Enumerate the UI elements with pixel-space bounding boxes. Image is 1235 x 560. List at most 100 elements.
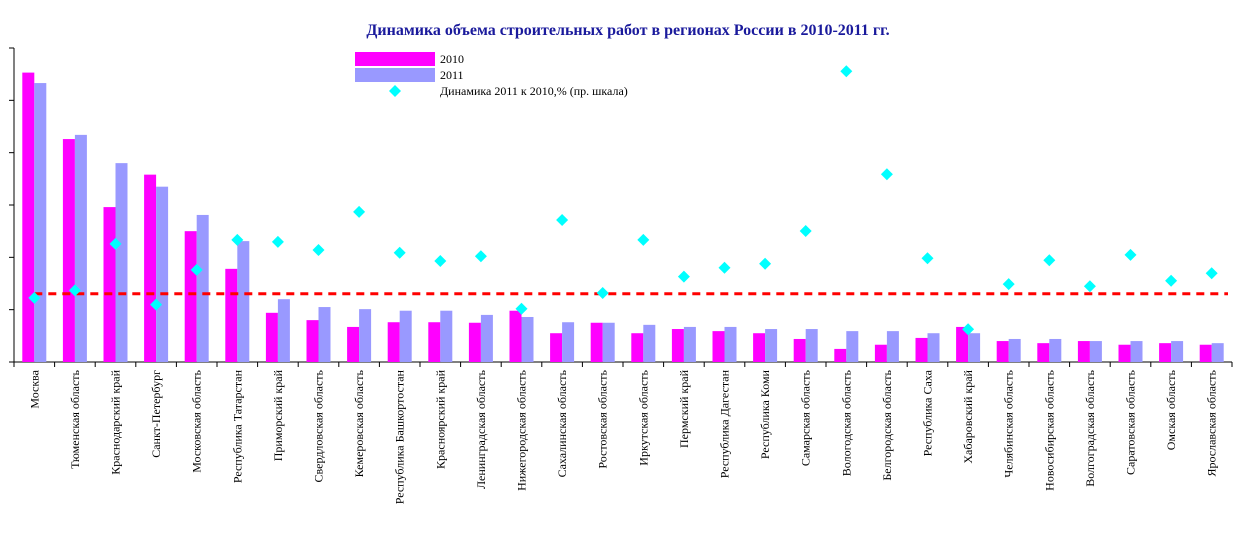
bar xyxy=(1089,341,1102,362)
diamond-marker xyxy=(312,244,325,257)
bar xyxy=(103,207,116,362)
x-tick-label: Ростовская область xyxy=(596,369,610,468)
diamond-marker xyxy=(1165,274,1178,287)
bar xyxy=(846,331,859,362)
bar xyxy=(347,326,360,362)
bar xyxy=(277,299,290,362)
x-tick-label: Волгоградская область xyxy=(1083,369,1097,486)
bar xyxy=(359,309,372,362)
legend-swatch xyxy=(355,68,435,82)
legend-label: Динамика 2011 к 2010,% (пр. шкала) xyxy=(440,84,628,98)
bar xyxy=(602,322,615,362)
legend-label: 2011 xyxy=(440,68,464,82)
bar xyxy=(1159,343,1172,362)
bar xyxy=(805,329,818,362)
bar xyxy=(306,320,319,362)
diamond-marker xyxy=(1043,254,1056,267)
diamond-marker xyxy=(596,287,609,300)
diamond-marker xyxy=(1002,278,1015,291)
x-tick-label: Ленинградская область xyxy=(474,369,488,489)
bar xyxy=(196,214,209,362)
bar xyxy=(671,329,684,362)
diamond-marker xyxy=(1083,280,1096,293)
bar xyxy=(1199,344,1212,362)
bar xyxy=(956,326,969,362)
bar xyxy=(225,268,238,362)
legend-swatch xyxy=(355,52,435,66)
diamond-marker xyxy=(799,224,812,237)
x-tick-label: Республика Татарстан xyxy=(230,369,244,483)
diamond-marker xyxy=(1205,267,1218,280)
x-tick-label: Ярославская область xyxy=(1205,369,1219,476)
bar xyxy=(1077,341,1090,362)
x-tick-label: Челябинская область xyxy=(1002,369,1016,477)
bar xyxy=(237,241,250,362)
bar xyxy=(115,163,128,362)
x-tick-label: Белгородская область xyxy=(880,369,894,480)
x-tick-label: Пермский край xyxy=(677,369,691,448)
bar xyxy=(509,310,522,362)
x-tick-label: Красноярский край xyxy=(433,369,447,469)
bar xyxy=(22,72,35,362)
bar xyxy=(886,331,899,362)
diamond-marker xyxy=(515,302,528,315)
bar xyxy=(550,333,563,362)
bar xyxy=(1008,338,1021,362)
diamond-marker xyxy=(68,284,81,297)
bar xyxy=(1211,343,1224,362)
x-tick-label: Республика Саха xyxy=(921,369,935,456)
chart-title: Динамика объема строительных работ в рег… xyxy=(366,22,889,39)
diamond-marker xyxy=(921,252,934,265)
bar xyxy=(753,333,766,362)
x-tick-label: Москва xyxy=(27,369,41,408)
bar xyxy=(399,310,412,362)
diamond-marker xyxy=(393,246,406,259)
bar xyxy=(712,331,725,362)
bar xyxy=(631,333,644,362)
bar xyxy=(156,186,169,362)
x-tick-label: Саратовская область xyxy=(1124,369,1138,475)
diamond-marker xyxy=(880,168,893,181)
bar xyxy=(387,322,400,362)
diamond-marker xyxy=(637,233,650,246)
x-tick-label: Санкт-Петербург xyxy=(149,370,163,458)
x-tick-label: Свердловская область xyxy=(312,369,326,482)
diamond-marker xyxy=(759,257,772,270)
x-tick-label: Тюменская область xyxy=(68,369,82,468)
diamond-marker xyxy=(271,235,284,248)
x-tick-label: Республика Коми xyxy=(758,369,772,459)
bar xyxy=(428,322,441,362)
x-tick-label: Хабаровский край xyxy=(961,369,975,463)
diamond-marker xyxy=(1124,248,1137,261)
bar xyxy=(144,174,157,362)
bar xyxy=(521,316,534,362)
diamond-marker xyxy=(718,261,731,274)
diamond-marker xyxy=(150,298,163,311)
x-tick-label: Омская область xyxy=(1164,369,1178,450)
bar xyxy=(834,348,847,362)
bar xyxy=(874,344,887,362)
diamond-marker xyxy=(962,323,975,336)
diamond-marker xyxy=(434,254,447,267)
bar xyxy=(480,314,493,362)
bar xyxy=(724,326,737,362)
diamond-marker xyxy=(28,291,41,304)
bar xyxy=(34,83,47,363)
bar xyxy=(1049,338,1062,362)
x-tick-label: Нижегородская область xyxy=(515,369,529,490)
bar xyxy=(562,322,575,362)
bar xyxy=(590,322,603,362)
x-tick-label: Приморский край xyxy=(271,369,285,461)
x-tick-label: Московская область xyxy=(190,369,204,472)
bar xyxy=(793,338,806,362)
x-tick-label: Вологодская область xyxy=(839,369,853,476)
legend-label: 2010 xyxy=(440,52,464,66)
x-tick-label: Краснодарский край xyxy=(109,369,123,474)
legend-marker xyxy=(389,85,401,97)
diamond-marker xyxy=(474,250,487,263)
bar xyxy=(318,307,331,362)
bar xyxy=(1037,343,1050,362)
bar xyxy=(265,312,278,362)
bar xyxy=(915,337,928,362)
